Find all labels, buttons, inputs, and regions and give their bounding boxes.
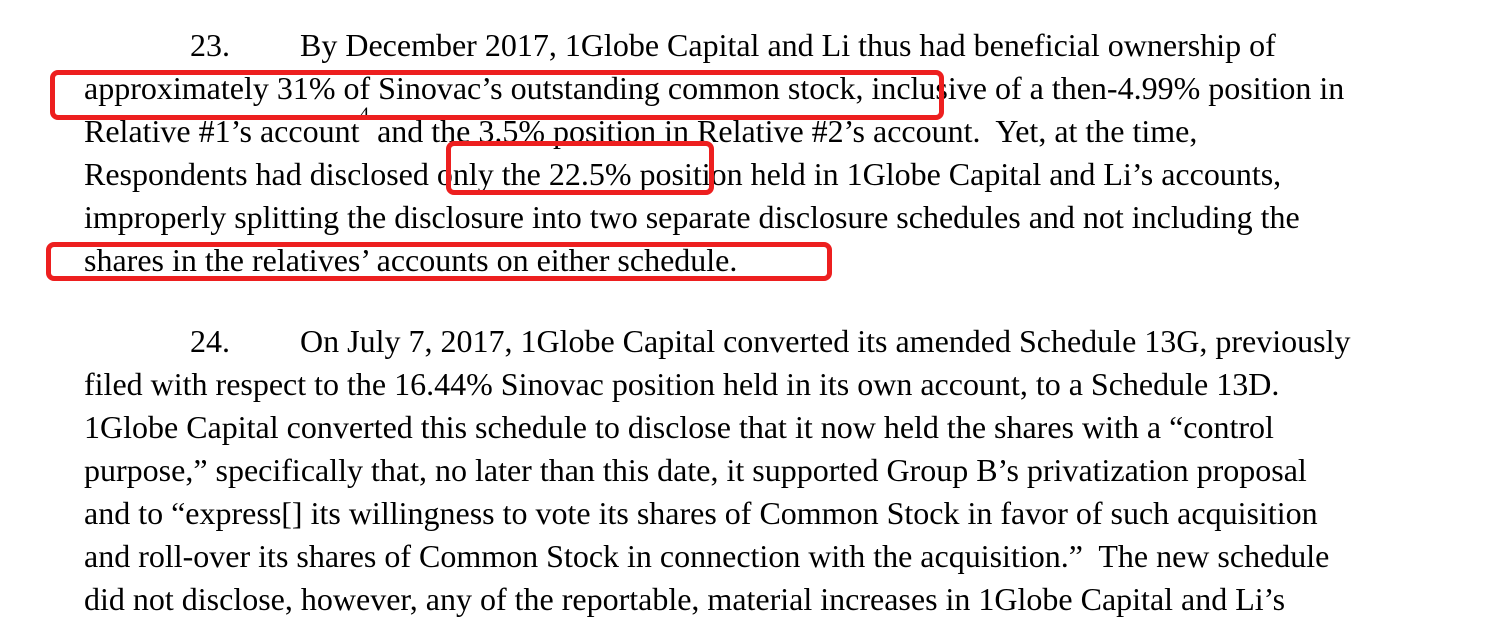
paragraph-24: 24. On July 7, 2017, 1Globe Capital conve… <box>84 320 1506 621</box>
paragraph-23-line-1: 23. By December 2017, 1Globe Capital and … <box>84 24 1506 67</box>
paragraph-23-number: 23. <box>190 27 230 63</box>
paragraph-24-line-7: did not disclose, however, any of the re… <box>84 581 1286 617</box>
paragraph-23-line-6: shares in the relatives’ accounts on eit… <box>84 242 738 278</box>
paragraph-24-line-3: 1Globe Capital converted this schedule t… <box>84 409 1274 445</box>
footnote-4-reference: 4 <box>359 103 370 125</box>
paragraph-24-line-6: and roll-over its shares of Common Stock… <box>84 538 1330 574</box>
paragraph-23-line-2: approximately 31% of Sinovac’s outstandi… <box>84 70 1345 106</box>
paragraph-24-line-4: purpose,” specifically that, no later th… <box>84 452 1307 488</box>
paragraph-23-line-3: Relative #1’s account4 and the 3.5% posi… <box>84 105 1506 153</box>
paragraph-23-line-1-text: By December 2017, 1Globe Capital and Li … <box>300 27 1276 63</box>
paragraph-23-line-3-pre: Relative #1’s account <box>84 113 360 149</box>
paragraph-24-number: 24. <box>190 323 230 359</box>
paragraph-24-line-2: filed with respect to the 16.44% Sinovac… <box>84 366 1280 402</box>
paragraph-24-line-1: 24. On July 7, 2017, 1Globe Capital conve… <box>84 320 1506 363</box>
paragraph-24-line-5: and to “express[] its willingness to vot… <box>84 495 1318 531</box>
paragraph-23-line-5: improperly splitting the disclosure into… <box>84 199 1300 235</box>
paragraph-24-line-1-text: On July 7, 2017, 1Globe Capital converte… <box>300 323 1351 359</box>
paragraph-23-line-3-post: and the 3.5% position in Relative #2’s a… <box>369 113 1198 149</box>
paragraph-23-line-4: Respondents had disclosed only the 22.5%… <box>84 156 1282 192</box>
paragraph-23: 23. By December 2017, 1Globe Capital and … <box>84 24 1506 282</box>
